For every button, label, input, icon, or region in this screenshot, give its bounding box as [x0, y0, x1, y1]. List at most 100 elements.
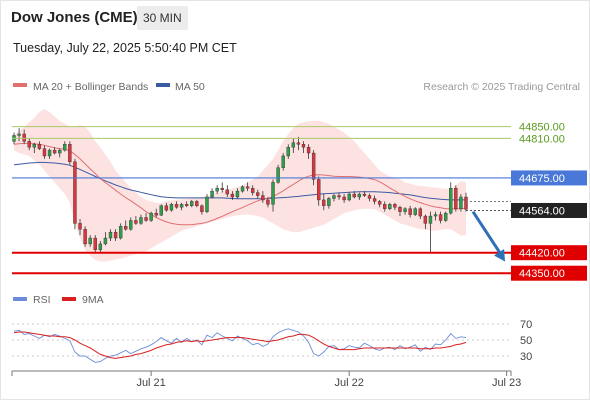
candle	[78, 218, 82, 236]
candle	[240, 185, 245, 193]
candle	[37, 141, 42, 151]
level-resistance: 44850.00	[12, 122, 565, 134]
candle	[327, 197, 331, 209]
ma50-legend-swatch	[156, 83, 170, 87]
candle	[235, 188, 240, 199]
candle	[195, 199, 199, 208]
candle	[32, 142, 37, 154]
candle	[372, 195, 377, 205]
candle	[337, 192, 341, 200]
candle	[459, 194, 463, 212]
candle	[159, 204, 163, 217]
candle	[108, 229, 113, 241]
candle	[393, 202, 397, 211]
level-label: 44810.00	[519, 133, 565, 145]
candle	[68, 141, 72, 165]
candle	[225, 185, 230, 197]
ma20-legend-label: MA 20 + Bollinger Bands	[33, 81, 148, 93]
candle	[154, 208, 158, 218]
candle	[428, 211, 433, 253]
candle	[332, 194, 336, 202]
candle	[418, 207, 422, 219]
chart-header: Dow Jones (CME) 30 MIN	[0, 0, 590, 36]
candle	[276, 164, 280, 184]
rsi-legend-swatch	[13, 297, 27, 301]
candle	[164, 202, 169, 212]
candle	[281, 153, 285, 171]
candle	[383, 201, 387, 212]
candle	[52, 147, 57, 155]
candle	[250, 185, 255, 196]
candle	[317, 176, 321, 206]
candle	[149, 211, 153, 222]
candle	[73, 158, 77, 230]
candle	[169, 202, 174, 212]
rsi-tick-label: 30	[520, 351, 532, 363]
candle	[129, 217, 133, 231]
ma9-legend-swatch	[62, 297, 76, 301]
timeframe-button[interactable]: 30 MIN	[137, 6, 188, 30]
level-label: 44420.00	[519, 248, 565, 260]
level-label: 44350.00	[519, 268, 565, 280]
candle	[433, 211, 438, 221]
candle	[184, 201, 189, 208]
rsi-tick-label: 70	[520, 319, 532, 331]
candle	[403, 207, 407, 215]
candle	[342, 194, 346, 203]
candle	[464, 192, 468, 212]
level-label: 44564.00	[519, 205, 565, 217]
ma9-legend-label: 9MA	[82, 294, 104, 306]
candle	[174, 201, 179, 209]
candle	[449, 182, 453, 215]
candle	[245, 182, 250, 192]
candle	[220, 182, 224, 193]
candle	[408, 205, 412, 218]
candle	[230, 191, 235, 200]
candle	[306, 144, 311, 159]
level-support: 44350.00	[12, 265, 587, 281]
level-label: 44675.00	[519, 173, 565, 185]
x-tick-label: Jul 22	[335, 377, 364, 389]
candle	[63, 141, 67, 152]
candle	[291, 138, 296, 154]
level-resistance: 44810.00	[12, 133, 565, 145]
level-label: 44850.00	[519, 122, 565, 134]
candle	[256, 189, 260, 199]
candle	[58, 148, 62, 158]
candle	[454, 185, 458, 212]
candle	[377, 199, 382, 208]
candle	[352, 191, 356, 199]
candle	[266, 197, 270, 208]
x-tick-label: Jul 23	[492, 377, 521, 389]
x-axis: Jul 21 Jul 22 Jul 23	[11, 370, 521, 389]
level-last: 44564.00	[466, 202, 587, 218]
candle	[362, 191, 367, 197]
level-support: 44420.00	[12, 245, 587, 261]
candle	[103, 232, 108, 246]
candle	[17, 128, 21, 142]
ma50-legend-label: MA 50	[175, 81, 205, 93]
candle	[139, 214, 143, 225]
candle	[443, 211, 448, 222]
candle	[190, 199, 194, 208]
candle	[83, 226, 87, 247]
rsi-panel: 70 50 30	[12, 319, 532, 363]
candle	[398, 205, 402, 217]
candle	[144, 213, 148, 222]
chart-timestamp: Tuesday, July 22, 2025 5:50:40 PM CET	[13, 41, 237, 55]
candle	[388, 202, 392, 211]
forecast-arrow	[471, 210, 505, 262]
candle	[215, 185, 219, 195]
candle	[347, 192, 351, 202]
candle	[271, 179, 275, 212]
candle	[311, 150, 316, 186]
candle	[22, 129, 26, 145]
price-panel	[12, 109, 468, 262]
candle	[322, 194, 326, 211]
candle	[423, 214, 428, 230]
candle	[261, 191, 265, 203]
candle	[296, 136, 301, 151]
indicator-legend: MA 20 + Bollinger Bands MA 50 Research ©…	[13, 81, 580, 93]
candle	[42, 145, 47, 159]
